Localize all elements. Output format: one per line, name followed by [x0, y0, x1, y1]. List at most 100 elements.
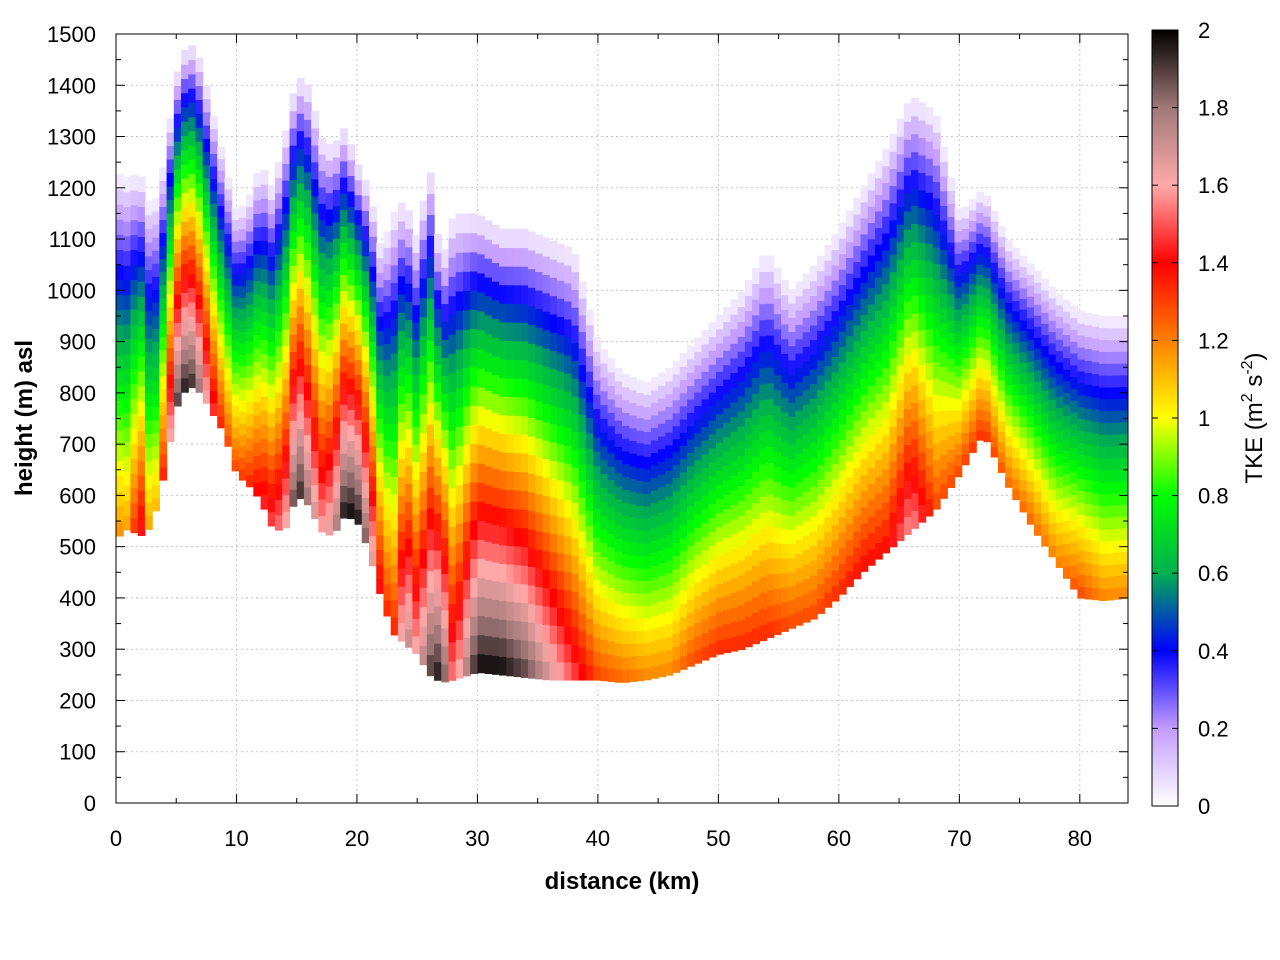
- heatmap-cell: [448, 622, 457, 643]
- heatmap-cell: [166, 239, 175, 254]
- heatmap-cell: [260, 254, 269, 270]
- heatmap-cell: [730, 607, 739, 623]
- heatmap-cell: [809, 471, 818, 488]
- heatmap-cell: [853, 483, 862, 500]
- heatmap-cell: [1113, 504, 1122, 518]
- heatmap-cell: [715, 639, 724, 655]
- heatmap-cell: [600, 432, 609, 447]
- heatmap-cell: [542, 458, 551, 478]
- heatmap-cell: [578, 530, 587, 548]
- heatmap-cell: [289, 420, 298, 438]
- heatmap-cell: [462, 425, 471, 446]
- heatmap-cell: [860, 233, 869, 251]
- heatmap-cell: [614, 380, 623, 395]
- heatmap-cell: [715, 441, 724, 457]
- heatmap-cell: [918, 242, 927, 261]
- heatmap-cell: [260, 183, 269, 199]
- heatmap-cell: [181, 278, 189, 293]
- heatmap-cell: [556, 498, 565, 517]
- heatmap-cell: [195, 99, 204, 114]
- heatmap-cell: [267, 355, 276, 371]
- heatmap-cell: [332, 351, 341, 369]
- heatmap-cell: [506, 396, 515, 416]
- heatmap-cell: [260, 311, 269, 326]
- heatmap-cell: [578, 314, 587, 333]
- heatmap-cell: [1019, 458, 1028, 470]
- heatmap-cell: [853, 277, 862, 294]
- heatmap-cell: [275, 514, 283, 531]
- heatmap-cell: [846, 351, 854, 368]
- heatmap-cell: [462, 656, 471, 677]
- heatmap-cell: [499, 414, 507, 434]
- heatmap-cell: [687, 532, 695, 547]
- heatmap-cell: [578, 480, 587, 498]
- heatmap-cell: [340, 485, 348, 503]
- heatmap-cell: [795, 338, 804, 354]
- heatmap-cell: [260, 381, 269, 397]
- heatmap-cell: [506, 526, 515, 546]
- heatmap-cell: [976, 295, 985, 307]
- heatmap-cell: [636, 442, 645, 456]
- heatmap-cell: [513, 228, 522, 249]
- heatmap-cell: [506, 359, 515, 379]
- heatmap-cell: [650, 389, 659, 403]
- heatmap-cell: [173, 294, 182, 309]
- heatmap-cell: [289, 368, 298, 387]
- heatmap-cell: [1070, 388, 1078, 401]
- heatmap-cell: [202, 257, 211, 272]
- heatmap-cell: [954, 241, 963, 254]
- heatmap-cell: [723, 393, 732, 409]
- heatmap-cell: [636, 630, 645, 644]
- heatmap-cell: [1077, 454, 1086, 468]
- heatmap-cell: [506, 433, 515, 453]
- heatmap-cell: [1034, 425, 1042, 437]
- heatmap-cell: [246, 340, 254, 354]
- heatmap-cell: [990, 323, 999, 335]
- heatmap-cell: [217, 158, 226, 171]
- heatmap-cell: [983, 205, 992, 217]
- heatmap-cell: [1019, 266, 1028, 278]
- heatmap-cell: [947, 435, 956, 450]
- heatmap-cell: [166, 293, 175, 308]
- heatmap-cell: [788, 289, 797, 304]
- heatmap-cell: [412, 322, 421, 341]
- heatmap-cell: [383, 231, 392, 248]
- heatmap-cell: [528, 287, 536, 307]
- heatmap-cell: [412, 531, 421, 550]
- heatmap-cell: [296, 305, 305, 324]
- heatmap-cell: [723, 306, 732, 322]
- heatmap-cell: [289, 93, 298, 112]
- heatmap-cell: [484, 522, 493, 542]
- heatmap-cell: [1120, 480, 1128, 494]
- heatmap-cell: [253, 226, 262, 241]
- heatmap-cell: [455, 639, 464, 660]
- heatmap-cell: [622, 425, 630, 439]
- heatmap-cell: [448, 526, 457, 547]
- heatmap-cell: [520, 322, 529, 342]
- heatmap-cell: [788, 416, 797, 431]
- heatmap-cell: [1091, 421, 1100, 434]
- heatmap-cell: [976, 222, 985, 234]
- heatmap-cell: [513, 601, 522, 622]
- heatmap-cell: [817, 553, 825, 570]
- heatmap-cell: [701, 577, 710, 592]
- heatmap-cell: [600, 583, 609, 599]
- heatmap-cell: [246, 230, 254, 244]
- heatmap-cell: [679, 445, 688, 460]
- heatmap-cell: [925, 158, 934, 176]
- heatmap-cell: [361, 361, 370, 378]
- heatmap-cell: [875, 360, 883, 378]
- heatmap-cell: [622, 656, 630, 670]
- heatmap-cell: [759, 496, 768, 513]
- heatmap-cell: [224, 323, 233, 335]
- heatmap-cell: [875, 244, 883, 262]
- heatmap-cell: [954, 253, 963, 265]
- heatmap-cell: [571, 324, 580, 344]
- heatmap-cell: [629, 579, 638, 594]
- heatmap-cell: [434, 643, 442, 663]
- heatmap-cell: [275, 315, 283, 332]
- heatmap-cell: [744, 463, 753, 480]
- heatmap-cell: [976, 429, 985, 441]
- heatmap-cell: [940, 293, 948, 309]
- heatmap-cell: [528, 454, 536, 474]
